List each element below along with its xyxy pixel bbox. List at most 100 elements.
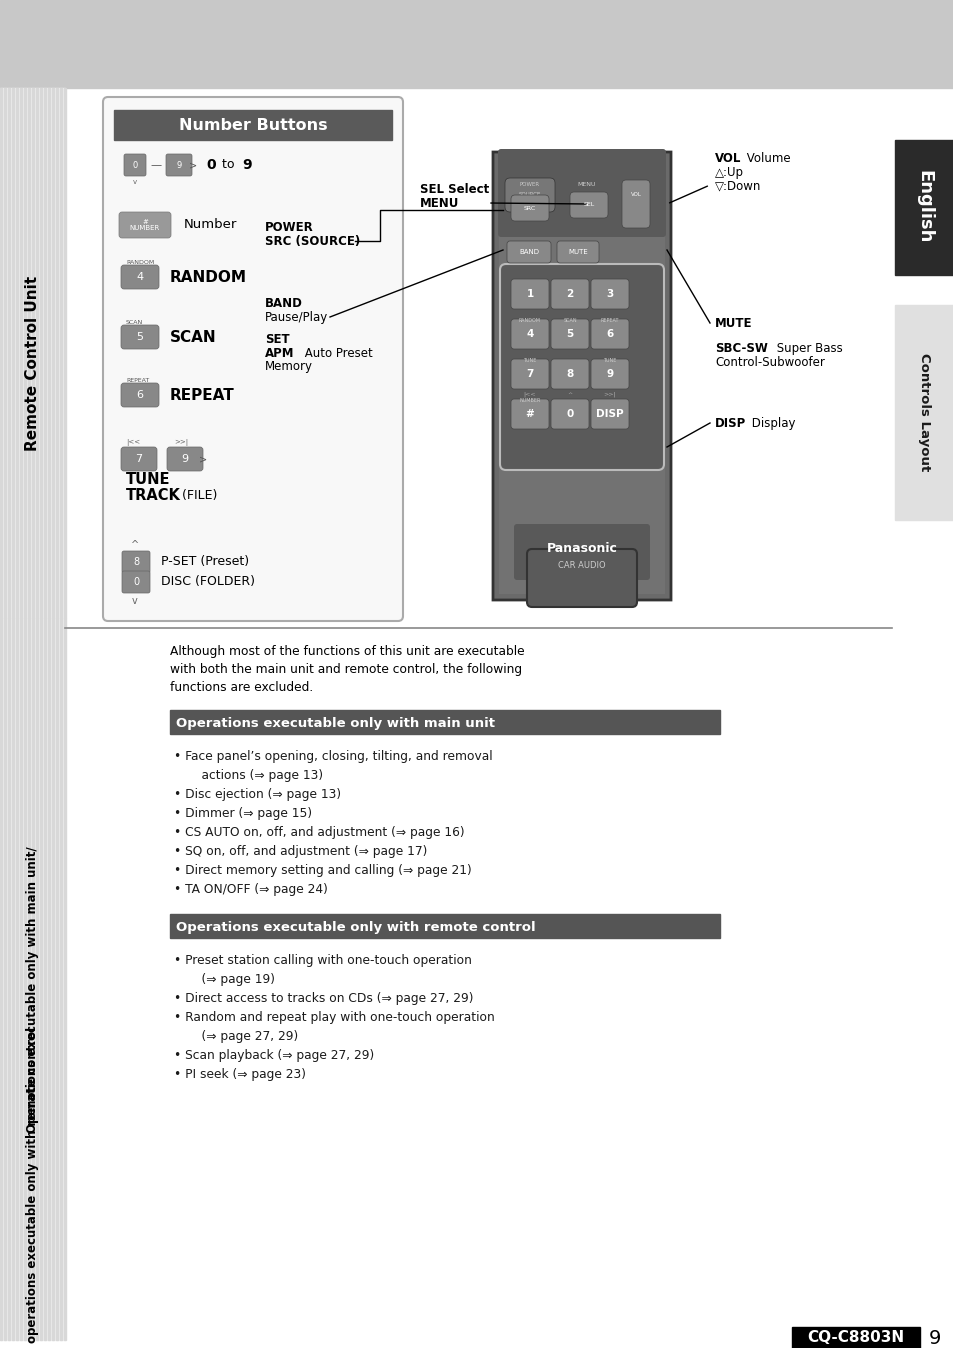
Text: • Preset station calling with one-touch operation: • Preset station calling with one-touch … (173, 954, 472, 967)
FancyBboxPatch shape (493, 152, 670, 600)
Text: SCAN: SCAN (562, 318, 577, 322)
FancyBboxPatch shape (551, 319, 588, 349)
Text: VOL: VOL (630, 191, 640, 197)
Bar (113, 111, 392, 140)
Text: CQ-C8803N: CQ-C8803N (806, 1330, 903, 1345)
Text: Although most of the functions of this unit are executable: Although most of the functions of this u… (170, 644, 524, 658)
Text: >>|: >>| (173, 438, 188, 445)
FancyBboxPatch shape (121, 383, 159, 407)
FancyBboxPatch shape (121, 266, 159, 288)
Text: 4: 4 (136, 272, 143, 282)
FancyBboxPatch shape (166, 154, 192, 177)
Bar (170, 914, 720, 938)
Text: • Scan playback (⇒ page 27, 29): • Scan playback (⇒ page 27, 29) (173, 1049, 374, 1062)
FancyBboxPatch shape (511, 195, 548, 221)
Bar (60, 88, 62, 617)
Text: VOL: VOL (714, 152, 740, 164)
FancyBboxPatch shape (511, 399, 548, 429)
Text: English: English (915, 170, 933, 244)
Text: • Direct memory setting and calling (⇒ page 21): • Direct memory setting and calling (⇒ p… (173, 864, 471, 878)
Bar (0, 0, 953, 88)
Text: 5: 5 (566, 329, 573, 338)
Text: P-SET (Preset): P-SET (Preset) (161, 555, 249, 569)
Text: v: v (132, 179, 137, 185)
Text: Number: Number (184, 218, 237, 232)
Text: >: > (189, 160, 197, 170)
FancyBboxPatch shape (122, 572, 150, 593)
Bar (8, 88, 10, 617)
Text: with both the main unit and remote control, the following: with both the main unit and remote contr… (170, 663, 521, 675)
Text: Panasonic: Panasonic (546, 542, 617, 555)
Text: TRACK: TRACK (126, 488, 181, 504)
Text: SCAN: SCAN (126, 319, 143, 325)
Text: 9: 9 (176, 160, 181, 170)
Bar (4, 617, 6, 1340)
Text: 0: 0 (566, 408, 573, 419)
FancyBboxPatch shape (621, 181, 649, 228)
Text: POWER: POWER (265, 221, 314, 235)
Bar (28, 617, 30, 1340)
Text: • Face panel’s opening, closing, tilting, and removal: • Face panel’s opening, closing, tilting… (173, 749, 492, 763)
Text: BAND: BAND (518, 249, 538, 255)
FancyBboxPatch shape (498, 158, 664, 594)
Text: Memory: Memory (265, 360, 313, 373)
Bar (52, 617, 54, 1340)
Bar (36, 88, 38, 617)
Text: 7: 7 (135, 454, 142, 464)
Text: Operations executable only with main unit/: Operations executable only with main uni… (26, 847, 39, 1134)
Text: Auto Preset: Auto Preset (301, 346, 373, 360)
Bar (0, 88, 65, 617)
Text: 2: 2 (566, 288, 573, 299)
FancyBboxPatch shape (590, 319, 628, 349)
Bar (24, 617, 26, 1340)
FancyBboxPatch shape (167, 448, 203, 470)
FancyBboxPatch shape (103, 97, 402, 621)
FancyBboxPatch shape (124, 154, 146, 177)
Text: • Disc ejection (⇒ page 13): • Disc ejection (⇒ page 13) (173, 789, 341, 801)
Bar (20, 617, 22, 1340)
FancyBboxPatch shape (590, 399, 628, 429)
Text: MENU: MENU (419, 197, 459, 210)
Text: SET: SET (517, 245, 530, 251)
Text: MUTE: MUTE (714, 317, 752, 330)
FancyBboxPatch shape (526, 549, 637, 607)
FancyBboxPatch shape (121, 325, 159, 349)
FancyBboxPatch shape (122, 551, 150, 573)
Text: v: v (132, 596, 138, 607)
Text: 0: 0 (132, 160, 137, 170)
Bar (32, 88, 34, 617)
Bar (56, 617, 58, 1340)
Bar (170, 710, 720, 735)
Text: |<<: |<< (126, 438, 140, 445)
Text: • Direct access to tracks on CDs (⇒ page 27, 29): • Direct access to tracks on CDs (⇒ page… (173, 992, 473, 1006)
Text: APM: APM (265, 346, 294, 360)
Bar (16, 617, 18, 1340)
Text: RANDOM: RANDOM (518, 318, 540, 322)
Bar (60, 617, 62, 1340)
Text: CAR AUDIO: CAR AUDIO (558, 561, 605, 569)
Text: Remote Control Unit: Remote Control Unit (25, 275, 40, 450)
Text: 5: 5 (136, 332, 143, 342)
Text: DISP: DISP (596, 408, 623, 419)
FancyBboxPatch shape (504, 178, 555, 212)
Text: |<<: |<< (523, 391, 536, 396)
Text: REPEAT: REPEAT (600, 318, 618, 322)
FancyBboxPatch shape (551, 359, 588, 390)
Text: POWER: POWER (519, 182, 539, 187)
Text: • Dimmer (⇒ page 15): • Dimmer (⇒ page 15) (173, 807, 312, 820)
Text: SBC-SW: SBC-SW (714, 342, 767, 355)
Bar (36, 617, 38, 1340)
Text: Number Buttons: Number Buttons (178, 117, 327, 132)
Text: 9: 9 (242, 158, 252, 173)
Text: SOURCE: SOURCE (518, 191, 540, 197)
Bar (40, 88, 42, 617)
Bar (4, 88, 6, 617)
Bar (44, 88, 46, 617)
Text: TUNE: TUNE (523, 357, 537, 363)
Text: Display: Display (747, 417, 795, 430)
Text: REPEAT: REPEAT (126, 377, 149, 383)
Bar (48, 88, 50, 617)
Bar (64, 88, 66, 617)
Text: TUNE: TUNE (126, 473, 171, 488)
Text: 8: 8 (132, 557, 139, 568)
